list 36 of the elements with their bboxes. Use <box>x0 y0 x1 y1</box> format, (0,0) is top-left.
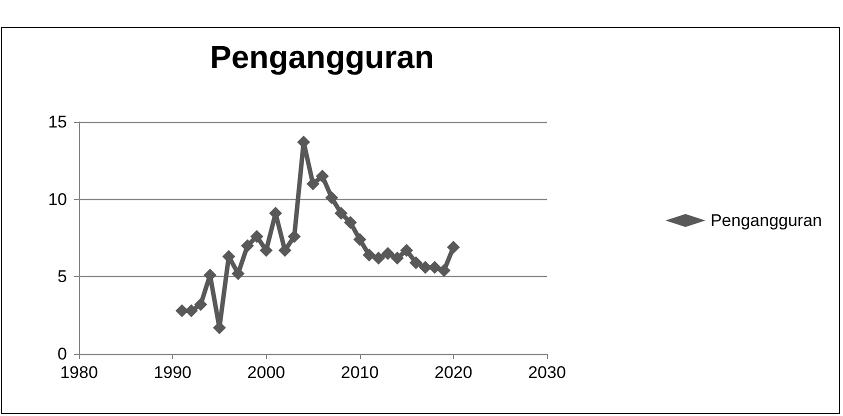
chart-title: Pengangguran <box>210 39 434 75</box>
y-tick-label: 10 <box>48 190 67 209</box>
point <box>175 304 188 318</box>
legend-label: Pengangguran <box>710 211 822 230</box>
x-tick-label: 2030 <box>528 363 566 382</box>
y-tick-label: 0 <box>58 344 67 364</box>
point <box>418 260 432 274</box>
y-tick-label: 5 <box>58 267 67 286</box>
point <box>288 230 301 243</box>
point <box>428 260 442 274</box>
point <box>446 240 460 254</box>
point <box>240 239 254 252</box>
point <box>306 177 320 190</box>
point <box>390 252 404 265</box>
point <box>316 170 329 183</box>
x-tick-label: 2020 <box>434 363 472 382</box>
point <box>438 264 451 277</box>
x-tick-label: 1990 <box>154 363 192 382</box>
x-tick-label: 1980 <box>60 363 98 382</box>
point <box>194 298 208 312</box>
point <box>409 256 422 270</box>
point <box>362 248 376 262</box>
point <box>334 206 348 220</box>
y-tick-label: 15 <box>48 112 67 132</box>
point <box>372 252 386 265</box>
point <box>325 191 338 204</box>
point <box>353 233 366 246</box>
point <box>400 244 414 257</box>
point <box>381 246 394 260</box>
point <box>344 216 357 230</box>
point <box>232 267 245 280</box>
point <box>250 230 264 243</box>
x-tick-label: 2000 <box>247 363 286 382</box>
x-tick-label: 2010 <box>340 363 379 382</box>
point <box>278 244 292 257</box>
point <box>260 244 273 257</box>
